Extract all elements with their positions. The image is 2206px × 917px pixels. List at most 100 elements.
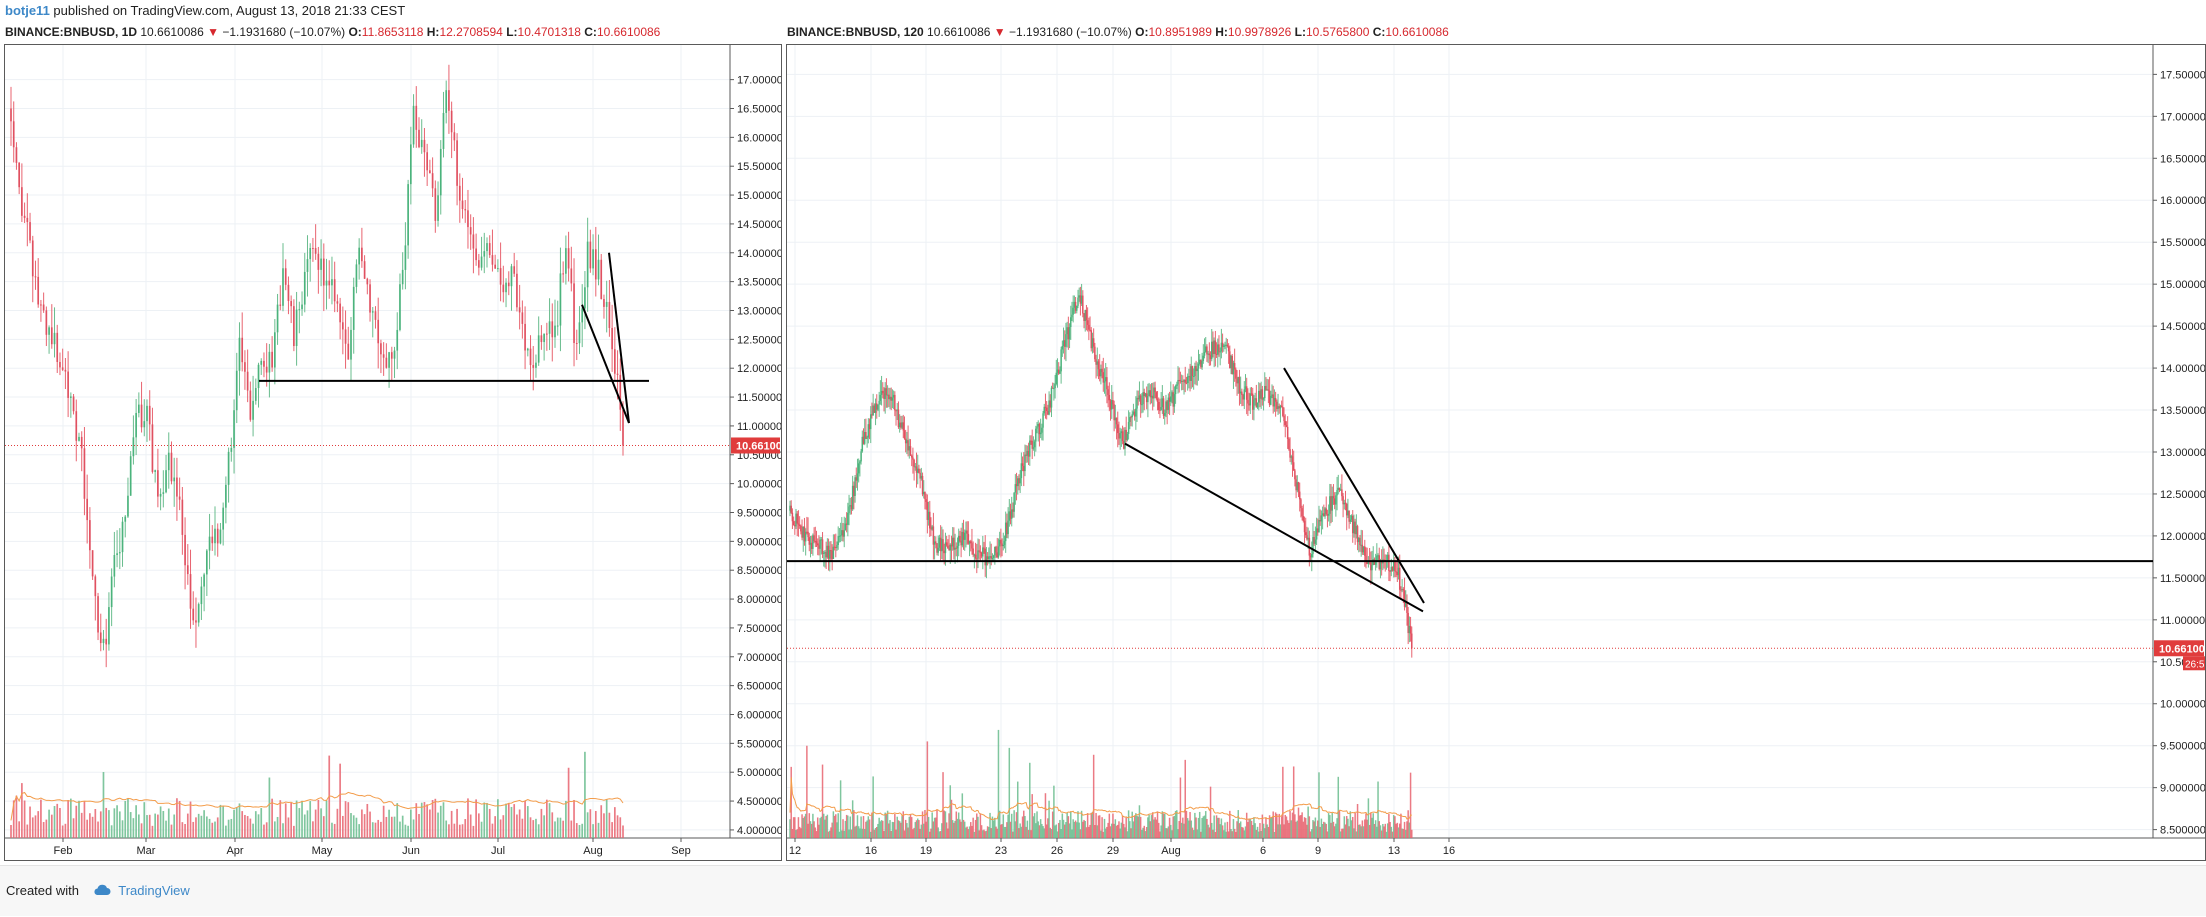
y-tick-label: 12.5000000 [2160, 489, 2205, 501]
volume-bar [1349, 811, 1352, 838]
candle-body [439, 148, 442, 196]
volume-bar [1331, 813, 1333, 838]
candle-body [1260, 389, 1262, 399]
candle-body [1266, 389, 1268, 391]
volume-bar [59, 808, 61, 838]
candle-body [996, 552, 999, 558]
volume-bar [1200, 831, 1202, 838]
volume-bar [1036, 811, 1038, 838]
tradingview-link[interactable]: TradingView [118, 883, 190, 898]
candle-body [822, 552, 825, 554]
volume-bar [1180, 822, 1183, 838]
candle-body [792, 521, 795, 525]
y-tick-label: 11.5000000 [2160, 573, 2205, 585]
candle-body [948, 548, 950, 551]
right-chart-frame[interactable]: 17.500000017.000000016.500000016.0000000… [786, 44, 2206, 861]
volume-bar [967, 829, 970, 838]
x-tick-label: Aug [1161, 845, 1181, 857]
volume-bar [1373, 823, 1376, 838]
candle-body [159, 493, 162, 497]
candle-body [393, 350, 396, 359]
candle-body [1096, 361, 1099, 365]
volume-bar [891, 821, 894, 838]
author-username[interactable]: botje11 [5, 3, 50, 18]
volume-bar [1297, 807, 1300, 838]
low-label: L: [1294, 25, 1306, 39]
candle-body [815, 541, 818, 544]
candle-body [795, 513, 797, 527]
candle-body [1121, 431, 1124, 441]
candle-body [835, 547, 837, 549]
volume-bar [1323, 821, 1325, 838]
candle-body [1148, 390, 1150, 397]
right-chart-svg[interactable]: 17.500000017.000000016.500000016.0000000… [787, 45, 2206, 860]
volume-bar [1306, 824, 1308, 838]
candle-body [957, 535, 960, 546]
candle-body [1313, 537, 1315, 544]
candle-body [908, 446, 911, 451]
candle-body [61, 367, 64, 370]
candle-body [1235, 369, 1237, 379]
candle-body [1129, 417, 1131, 422]
candle-body [148, 405, 151, 425]
volume-bar [1273, 831, 1276, 838]
trendline [581, 304, 630, 424]
volume-bar [1319, 826, 1321, 838]
right-symbol: BINANCE:BNBUSD, 120 [787, 25, 924, 39]
candle-body [902, 422, 905, 431]
x-tick-label: Mar [137, 845, 156, 857]
left-chart-svg[interactable]: 17.000000016.500000016.000000015.5000000… [5, 45, 795, 860]
volume-bar [1339, 831, 1342, 838]
volume-bar [829, 830, 831, 838]
volume-bar [845, 814, 848, 838]
candle-body [374, 311, 377, 320]
candle-body [214, 528, 216, 544]
volume-bar [1056, 831, 1059, 838]
candle-body [290, 301, 293, 307]
right-last-price: 10.6610086 [927, 25, 991, 39]
left-chart-frame[interactable]: 17.000000016.500000016.000000015.5000000… [4, 44, 795, 861]
volume-bar [108, 810, 110, 838]
candle-body [366, 278, 369, 285]
volume-bar [1100, 830, 1102, 838]
volume-bar [1262, 823, 1265, 838]
tradingview-cloud-icon[interactable] [93, 867, 111, 917]
volume-bar [263, 824, 265, 838]
candle-body [396, 329, 399, 351]
volume-bar [941, 823, 943, 838]
candle-body [1251, 393, 1254, 410]
volume-bar [195, 817, 197, 838]
volume-bar [1401, 828, 1403, 838]
candle-body [931, 526, 933, 530]
candle-body [1124, 429, 1126, 449]
volume-bar [464, 819, 467, 838]
candle-body [1366, 561, 1368, 565]
candle-body [80, 436, 83, 449]
x-tick-label: 29 [1107, 845, 1119, 857]
volume-bar [1051, 811, 1054, 838]
candle-body [1320, 515, 1323, 522]
volume-bar [857, 826, 860, 838]
candle-body [1130, 417, 1132, 419]
volume-bar [83, 801, 86, 838]
candle-body [45, 310, 48, 335]
candle-body [1344, 502, 1347, 504]
volume-bar [148, 814, 151, 838]
candle-body [200, 586, 203, 605]
candle-body [973, 554, 976, 556]
volume-bar [902, 811, 905, 838]
candle-body [518, 307, 521, 313]
candle-body [548, 321, 551, 334]
volume-bar [1286, 820, 1289, 838]
volume-bar [813, 821, 815, 838]
volume-bar [844, 820, 847, 838]
volume-bar [1264, 828, 1266, 838]
volume-bar [1072, 819, 1074, 838]
candle-body [868, 424, 871, 430]
volume-bar [12, 800, 15, 838]
candle-body [40, 304, 42, 306]
volume-bar [31, 817, 34, 838]
candle-body [431, 173, 434, 189]
volume-bar [1065, 822, 1067, 838]
candle-body [371, 311, 374, 313]
